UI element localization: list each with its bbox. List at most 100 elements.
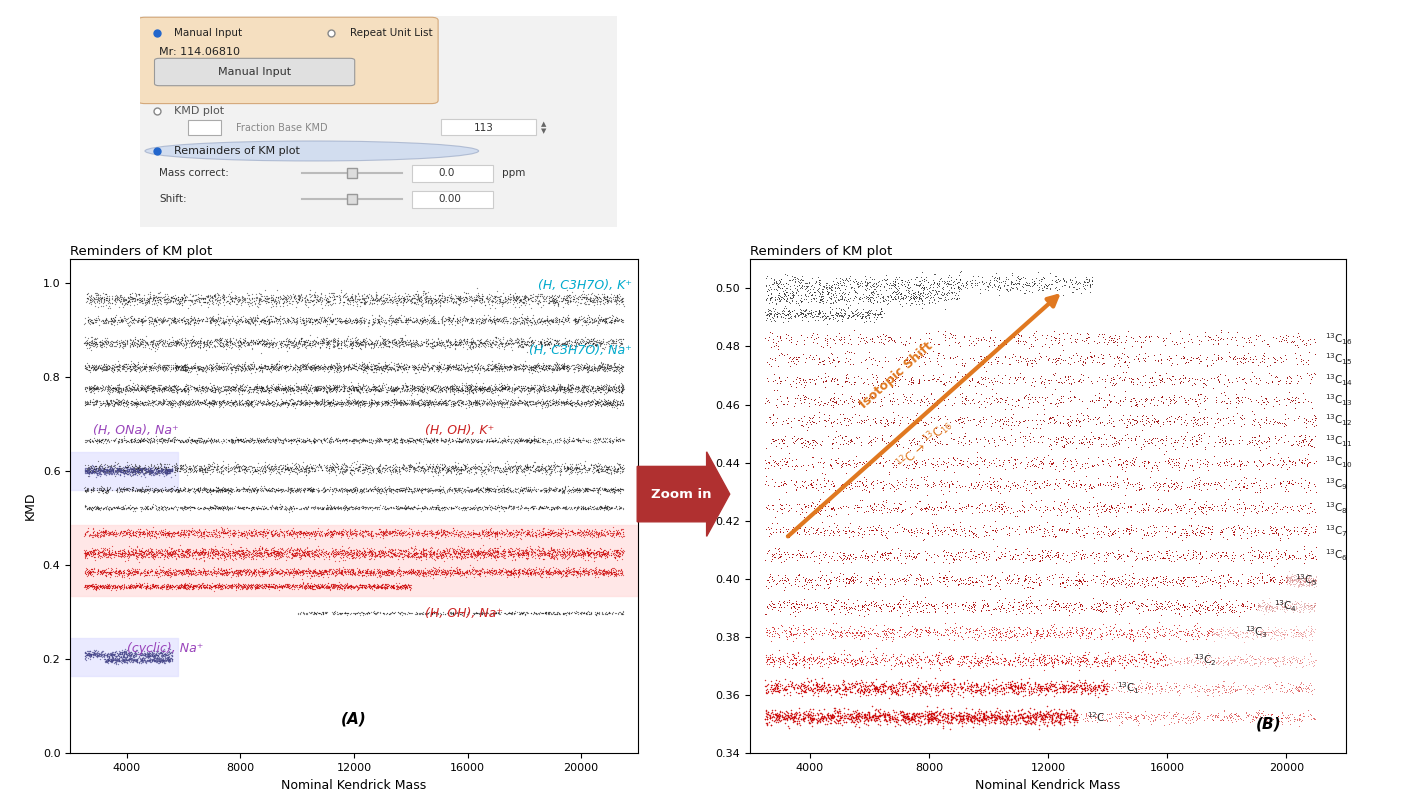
Point [460,383,482,396]
Point [446,432,468,445]
Point [343,579,366,592]
Point [925,354,948,367]
Point [791,419,813,432]
Point [429,380,451,393]
Point [139,335,161,347]
Point [453,484,475,497]
Point [395,379,418,392]
Point [248,437,271,450]
Point [477,364,499,377]
Point [212,503,234,516]
Point [250,362,272,375]
Point [157,464,179,477]
Point [370,463,393,475]
Point [300,312,322,325]
Point [1279,578,1301,590]
Point [352,463,374,476]
Point [157,465,179,478]
Point [334,579,356,592]
Point [973,394,995,407]
Point [160,360,182,373]
Point [983,277,1005,290]
Point [758,598,781,611]
Point [128,527,150,540]
Point [177,360,199,373]
Point [282,578,304,591]
Point [137,315,160,328]
Point [394,581,416,594]
Point [94,547,116,560]
Point [128,577,150,590]
Point [544,395,566,408]
Point [920,704,942,717]
Point [154,650,177,663]
Point [1106,522,1129,535]
Point [352,434,374,447]
Point [350,383,373,396]
Point [273,433,296,446]
Point [768,650,791,663]
Point [216,335,238,348]
Point [984,716,1007,729]
Point [199,436,222,449]
Point [558,293,580,306]
Point [788,299,810,312]
Point [858,434,880,447]
Point [335,579,358,592]
Point [129,463,151,476]
Point [1193,479,1216,492]
Point [230,569,252,582]
Point [168,336,191,349]
Point [760,684,782,697]
Point [914,716,937,729]
Point [1249,658,1272,671]
Point [544,386,566,399]
Point [1267,710,1290,723]
Point [271,433,293,446]
Point [198,530,220,543]
Point [157,654,179,667]
Point [409,432,432,445]
Point [233,563,255,576]
Point [580,360,603,373]
Point [1302,416,1325,428]
Point [329,314,352,327]
Point [1074,574,1096,587]
Point [245,483,268,496]
Point [551,313,573,326]
Point [906,623,928,636]
Point [515,545,537,558]
Point [157,465,179,478]
Point [136,482,158,495]
Point [515,562,537,575]
Point [313,433,335,446]
Point [592,384,614,397]
Point [394,396,416,409]
Point [1154,659,1176,671]
Point [356,397,379,410]
Point [422,545,444,558]
Point [356,462,379,475]
Point [559,566,582,579]
Point [86,287,108,300]
Point [1071,654,1094,667]
Point [770,394,792,407]
Point [300,544,322,556]
Point [161,314,184,327]
Point [1084,598,1106,611]
Point [1023,355,1046,368]
Point [91,565,114,578]
Point [140,582,163,595]
Point [147,531,170,544]
Point [520,359,543,372]
Point [952,711,974,724]
Point [348,382,370,395]
Point [177,582,199,595]
Point [1172,548,1195,561]
Point [318,502,341,515]
Point [558,397,580,410]
Point [523,318,545,330]
Point [423,292,446,305]
Point [167,550,189,563]
Point [1080,480,1102,493]
